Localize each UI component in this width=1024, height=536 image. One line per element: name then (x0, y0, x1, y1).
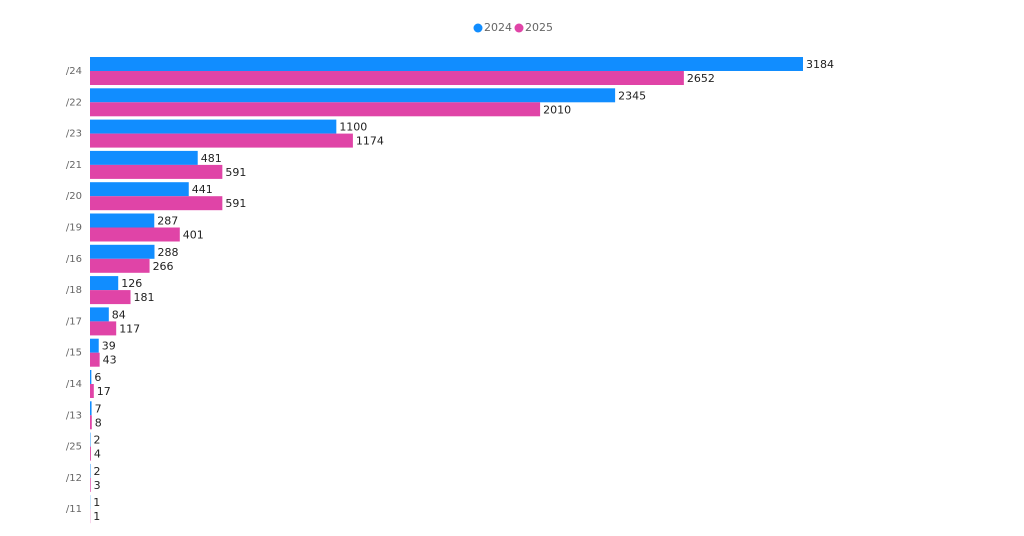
value-label: 266 (153, 260, 174, 273)
category-label: /17 (66, 316, 82, 327)
category-label: /23 (66, 129, 82, 140)
bar (90, 352, 100, 367)
value-label: 181 (134, 291, 155, 304)
value-label: 2345 (618, 89, 646, 102)
value-label: 3 (94, 479, 101, 492)
bar (90, 164, 223, 179)
value-label: 591 (225, 197, 246, 210)
value-label: 1100 (339, 121, 367, 134)
value-label: 401 (183, 229, 204, 242)
value-label: 126 (121, 277, 142, 290)
bar (90, 182, 189, 197)
bar (90, 401, 92, 416)
bar (90, 477, 91, 492)
bar (90, 384, 94, 398)
value-label: 2 (93, 434, 100, 447)
legend-label[interactable]: 2025 (525, 21, 553, 34)
bar (90, 227, 180, 242)
value-label: 7 (95, 402, 102, 415)
value-label: 2652 (687, 72, 715, 85)
value-label: 84 (112, 308, 126, 321)
bar (90, 119, 337, 134)
bar (90, 196, 223, 211)
value-label: 591 (225, 166, 246, 179)
legend-label[interactable]: 2024 (484, 21, 512, 34)
value-label: 17 (97, 385, 111, 398)
legend-marker[interactable] (473, 23, 483, 33)
value-label: 3184 (806, 58, 834, 71)
bar (90, 258, 150, 273)
category-label: /14 (66, 379, 82, 390)
bar (90, 290, 131, 305)
value-label: 8 (95, 416, 102, 429)
bar (90, 133, 353, 148)
bar (90, 276, 119, 291)
bar (90, 338, 99, 353)
value-label: 441 (192, 183, 213, 196)
value-label: 287 (157, 215, 178, 228)
legend-marker[interactable] (514, 23, 524, 33)
category-label: /22 (66, 97, 82, 108)
category-label: /19 (66, 223, 82, 234)
category-label: /21 (66, 160, 82, 171)
value-label: 1 (93, 496, 100, 509)
category-label: /11 (66, 504, 82, 515)
category-label: /13 (66, 410, 82, 421)
value-label: 39 (102, 340, 116, 353)
bar (90, 71, 684, 85)
category-label: /25 (66, 442, 82, 453)
bar (90, 88, 616, 103)
category-label: /16 (66, 254, 82, 265)
value-label: 117 (119, 322, 140, 335)
value-label: 481 (201, 152, 222, 165)
value-label: 4 (94, 448, 101, 461)
bar (90, 244, 155, 259)
value-label: 2010 (543, 103, 571, 116)
bar (90, 321, 117, 336)
bar (90, 102, 541, 117)
bar (90, 446, 91, 461)
bar (90, 57, 803, 71)
bar (90, 370, 92, 384)
bar (90, 150, 198, 165)
bar (90, 307, 109, 322)
value-label: 1 (93, 510, 100, 523)
category-label: /12 (66, 473, 82, 484)
category-label: /18 (66, 285, 82, 296)
category-label: /15 (66, 348, 82, 359)
value-label: 2 (93, 465, 100, 478)
bar (90, 415, 92, 430)
value-label: 288 (157, 246, 178, 259)
category-label: /24 (66, 66, 82, 77)
category-label: /20 (66, 191, 82, 202)
value-label: 43 (103, 354, 117, 367)
bar (90, 213, 155, 228)
value-label: 6 (94, 371, 101, 384)
value-label: 1174 (356, 135, 384, 148)
